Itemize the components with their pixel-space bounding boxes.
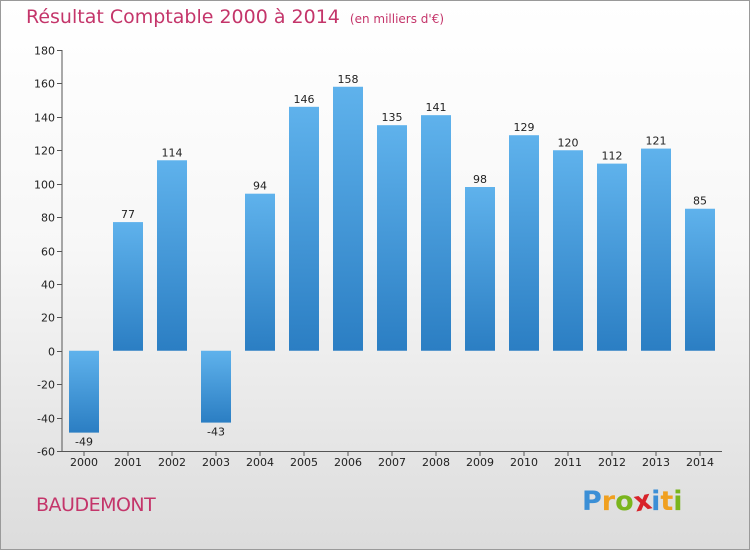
y-tick-label: 60 — [41, 246, 55, 259]
x-tick-label: 2014 — [686, 456, 714, 469]
chart-unit: (en milliers d'€) — [349, 12, 445, 26]
x-tick-label: 2009 — [466, 456, 494, 469]
x-tick-label: 2000 — [70, 456, 98, 469]
bar — [289, 106, 319, 351]
bar — [465, 187, 495, 351]
x-axis: 2000 2001 2002 2003 2004 2005 2006 2007 2008 2009… — [62, 451, 722, 469]
bar-value-label: 114 — [162, 146, 183, 159]
x-tick-label: 2010 — [510, 456, 538, 469]
y-tick-label: 40 — [41, 279, 55, 292]
y-tick-label: 0 — [48, 346, 55, 359]
x-tick-label: 2007 — [378, 456, 406, 469]
logo-letter: t — [660, 486, 674, 517]
logo-letter: i — [673, 486, 683, 517]
bar — [509, 135, 539, 351]
bar-value-label: 120 — [558, 136, 579, 149]
bar — [685, 208, 715, 351]
bar — [245, 193, 275, 351]
y-tick-label: 120 — [34, 145, 55, 158]
proxiti-logo: Proxiti — [582, 485, 683, 519]
chart-title: Résultat Comptable 2000 à 2014 — [26, 6, 340, 28]
bar — [377, 125, 407, 351]
x-tick-label: 2002 — [158, 456, 186, 469]
x-tick-label: 2011 — [554, 456, 582, 469]
bar-value-label: 112 — [602, 150, 623, 163]
bar — [157, 160, 187, 351]
bar — [69, 350, 99, 433]
bars — [69, 86, 715, 433]
y-tick-label: 180 — [34, 45, 55, 58]
bar — [113, 222, 143, 351]
bar-value-label: 146 — [294, 93, 315, 106]
y-tick-label: 80 — [41, 212, 55, 225]
bar-value-label: 98 — [473, 173, 487, 186]
y-tick-label: 100 — [34, 179, 55, 192]
x-tick-label: 2008 — [422, 456, 450, 469]
logo-letter: o — [615, 486, 634, 517]
y-tick-label: 160 — [34, 78, 55, 91]
bar-value-label: 94 — [253, 180, 267, 193]
bar — [421, 115, 451, 351]
x-tick-label: 2013 — [642, 456, 670, 469]
y-tick-label: 20 — [41, 312, 55, 325]
bar-value-label: 135 — [382, 111, 403, 124]
y-tick-label: -40 — [37, 413, 55, 426]
bar-value-label: 129 — [514, 121, 535, 134]
bar-value-label: -43 — [207, 426, 225, 439]
x-tick-label: 2012 — [598, 456, 626, 469]
x-tick-label: 2006 — [334, 456, 362, 469]
bar-value-label: 121 — [646, 135, 667, 148]
logo-letter: i — [651, 486, 661, 517]
bar-value-label: 158 — [338, 73, 359, 86]
x-tick-label: 2001 — [114, 456, 142, 469]
value-labels: -49 77 114 -43 94 146 158 135 141 98 129 120 112 121 8… — [75, 73, 707, 449]
bar — [641, 148, 671, 351]
x-tick-label: 2005 — [290, 456, 318, 469]
commune-name: BAUDEMONT — [36, 494, 156, 516]
x-tick-label: 2003 — [202, 456, 230, 469]
chart-title-block: Résultat Comptable 2000 à 2014 (en millie… — [26, 6, 444, 28]
logo-letter: r — [601, 486, 616, 517]
y-tick-label: -60 — [37, 446, 55, 459]
bar-value-label: 141 — [426, 101, 447, 114]
bar-value-label: 85 — [693, 195, 707, 208]
y-axis: -60 -40 -20 0 20 40 60 80 100 120 140 160 180 — [34, 45, 63, 459]
y-tick-label: 140 — [34, 112, 55, 125]
y-tick-label: -20 — [37, 379, 55, 392]
x-tick-label: 2004 — [246, 456, 274, 469]
bar-value-label: 77 — [121, 208, 135, 221]
logo-letter: P — [582, 486, 602, 517]
bar — [597, 163, 627, 351]
bar-value-label: -49 — [75, 436, 93, 449]
bar — [553, 150, 583, 351]
bar — [201, 350, 231, 423]
bar — [333, 86, 363, 351]
